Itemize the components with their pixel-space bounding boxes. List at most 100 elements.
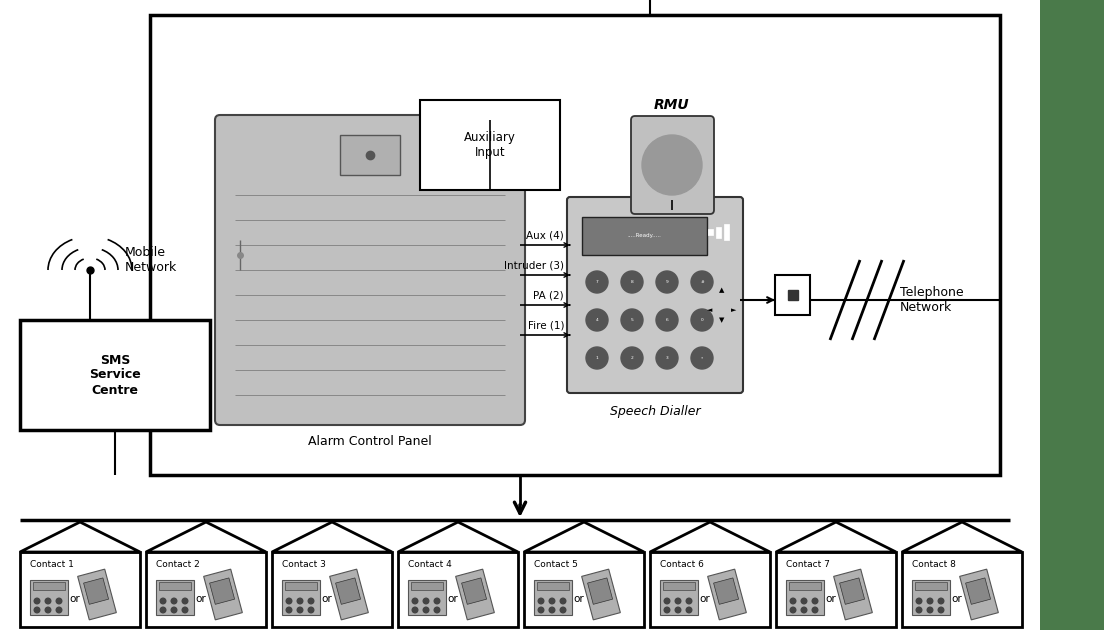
Circle shape xyxy=(927,607,933,613)
Circle shape xyxy=(549,607,555,613)
Text: 6: 6 xyxy=(666,318,668,322)
Circle shape xyxy=(691,347,713,369)
Text: or: or xyxy=(826,594,837,604)
Text: Alarm Control Panel: Alarm Control Panel xyxy=(308,435,432,448)
Polygon shape xyxy=(713,578,739,604)
Circle shape xyxy=(423,598,428,604)
Text: 8: 8 xyxy=(630,280,634,284)
Circle shape xyxy=(34,607,40,613)
Text: or: or xyxy=(70,594,81,604)
Circle shape xyxy=(171,598,177,604)
Text: .....Ready.....: .....Ready..... xyxy=(627,234,661,239)
Bar xyxy=(537,582,569,590)
Bar xyxy=(285,582,317,590)
Bar xyxy=(708,229,713,235)
Text: or: or xyxy=(321,594,332,604)
Bar xyxy=(902,552,1022,627)
Polygon shape xyxy=(399,522,518,552)
Circle shape xyxy=(560,598,565,604)
Text: Contact 7: Contact 7 xyxy=(786,560,830,569)
Circle shape xyxy=(412,607,417,613)
FancyBboxPatch shape xyxy=(567,197,743,393)
Polygon shape xyxy=(834,569,872,620)
Circle shape xyxy=(308,607,314,613)
Polygon shape xyxy=(146,522,266,552)
Polygon shape xyxy=(210,578,235,604)
Circle shape xyxy=(160,607,166,613)
Circle shape xyxy=(927,598,933,604)
Bar xyxy=(340,135,400,175)
Text: Contact 5: Contact 5 xyxy=(534,560,577,569)
Text: or: or xyxy=(195,594,206,604)
Bar xyxy=(724,224,729,240)
Circle shape xyxy=(938,598,944,604)
Circle shape xyxy=(34,598,40,604)
Bar xyxy=(912,580,951,615)
Polygon shape xyxy=(84,578,108,604)
Bar xyxy=(146,552,266,627)
Circle shape xyxy=(286,598,291,604)
Circle shape xyxy=(687,598,692,604)
Polygon shape xyxy=(776,522,896,552)
Text: or: or xyxy=(574,594,584,604)
Circle shape xyxy=(434,607,439,613)
Circle shape xyxy=(691,271,713,293)
Circle shape xyxy=(665,598,670,604)
Text: Contact 2: Contact 2 xyxy=(156,560,200,569)
Text: 9: 9 xyxy=(666,280,668,284)
Text: Contact 1: Contact 1 xyxy=(30,560,74,569)
Text: PA (2): PA (2) xyxy=(533,291,564,301)
Text: ▼: ▼ xyxy=(720,317,724,323)
Circle shape xyxy=(652,145,692,185)
Text: Auxiliary
Input: Auxiliary Input xyxy=(464,131,516,159)
Circle shape xyxy=(160,598,166,604)
Circle shape xyxy=(434,598,439,604)
Text: #: # xyxy=(700,280,704,284)
Bar xyxy=(786,580,824,615)
Text: Telephone
Network: Telephone Network xyxy=(900,286,964,314)
Bar xyxy=(150,15,1000,475)
Circle shape xyxy=(691,309,713,331)
Circle shape xyxy=(171,607,177,613)
Circle shape xyxy=(182,607,188,613)
Text: Intruder (3): Intruder (3) xyxy=(505,261,564,271)
Bar xyxy=(408,580,446,615)
Polygon shape xyxy=(839,578,864,604)
Bar xyxy=(664,582,696,590)
Bar xyxy=(1040,0,1104,630)
Text: 5: 5 xyxy=(630,318,634,322)
Bar xyxy=(420,100,560,190)
Polygon shape xyxy=(902,522,1022,552)
Polygon shape xyxy=(582,569,620,620)
Text: or: or xyxy=(700,594,710,604)
Text: Contact 8: Contact 8 xyxy=(912,560,956,569)
Bar xyxy=(399,552,518,627)
Polygon shape xyxy=(959,569,998,620)
Text: 4: 4 xyxy=(596,318,598,322)
Circle shape xyxy=(45,598,51,604)
Text: SMS
Service
Centre: SMS Service Centre xyxy=(89,353,141,396)
Polygon shape xyxy=(456,569,495,620)
Circle shape xyxy=(620,271,643,293)
Polygon shape xyxy=(708,569,746,620)
Polygon shape xyxy=(20,522,140,552)
Text: Contact 4: Contact 4 xyxy=(408,560,452,569)
Text: 3: 3 xyxy=(666,356,668,360)
Circle shape xyxy=(45,607,51,613)
Circle shape xyxy=(916,598,922,604)
Circle shape xyxy=(586,347,608,369)
Text: RMU: RMU xyxy=(655,98,690,112)
Circle shape xyxy=(56,598,62,604)
Circle shape xyxy=(539,598,544,604)
Circle shape xyxy=(549,598,555,604)
Bar xyxy=(524,552,644,627)
Circle shape xyxy=(790,598,796,604)
Text: Contact 6: Contact 6 xyxy=(660,560,704,569)
Polygon shape xyxy=(77,569,116,620)
Bar xyxy=(776,552,896,627)
Polygon shape xyxy=(587,578,613,604)
FancyBboxPatch shape xyxy=(631,116,714,214)
Circle shape xyxy=(665,607,670,613)
Text: Fire (1): Fire (1) xyxy=(528,321,564,331)
Bar xyxy=(30,580,68,615)
